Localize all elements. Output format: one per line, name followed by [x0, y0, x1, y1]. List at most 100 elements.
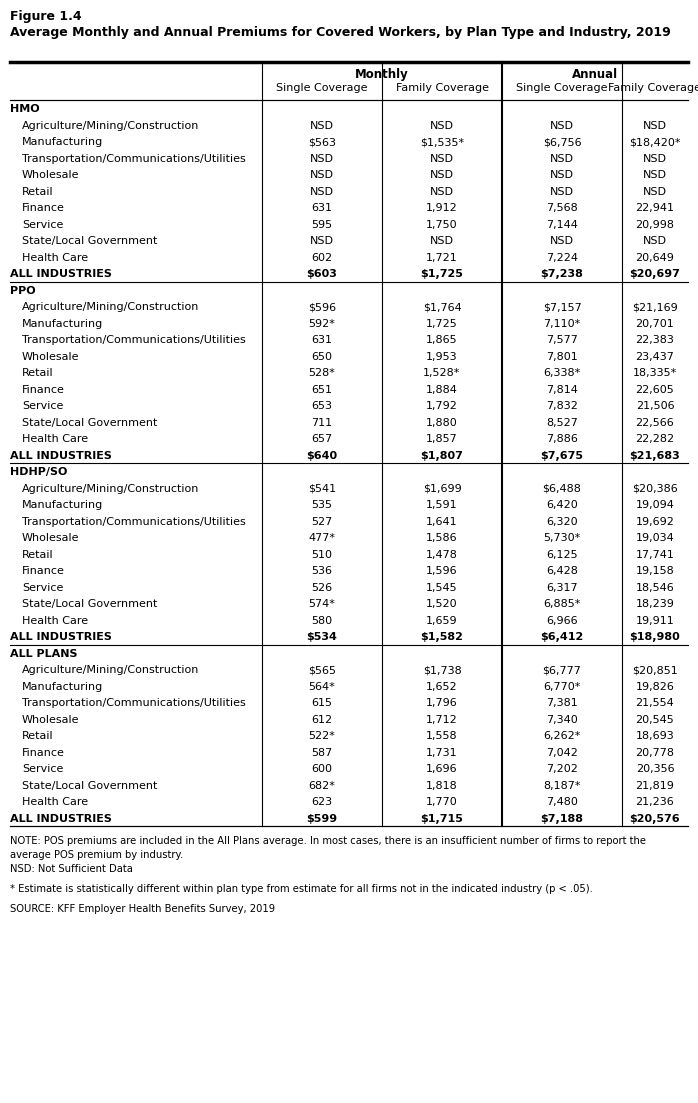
Text: average POS premium by industry.: average POS premium by industry.: [10, 850, 184, 860]
Text: 6,125: 6,125: [547, 549, 578, 559]
Text: 19,826: 19,826: [636, 682, 674, 692]
Text: 7,480: 7,480: [546, 797, 578, 807]
Text: 1,884: 1,884: [426, 385, 458, 395]
Text: 592*: 592*: [309, 319, 336, 329]
Text: $21,169: $21,169: [632, 302, 678, 312]
Text: $18,420*: $18,420*: [630, 137, 681, 147]
Text: 18,546: 18,546: [636, 582, 674, 592]
Text: 19,911: 19,911: [636, 615, 674, 625]
Text: $20,386: $20,386: [632, 483, 678, 493]
Text: 651: 651: [311, 385, 332, 395]
Text: 6,428: 6,428: [546, 566, 578, 576]
Text: 657: 657: [311, 435, 332, 445]
Text: 615: 615: [311, 698, 332, 708]
Text: 21,554: 21,554: [636, 698, 674, 708]
Text: 631: 631: [311, 203, 332, 213]
Text: 1,731: 1,731: [426, 748, 458, 758]
Text: NSD: NSD: [643, 236, 667, 246]
Text: 6,317: 6,317: [547, 582, 578, 592]
Text: 6,770*: 6,770*: [543, 682, 581, 692]
Text: $6,412: $6,412: [540, 632, 584, 642]
Text: 21,506: 21,506: [636, 401, 674, 411]
Text: 477*: 477*: [309, 533, 336, 543]
Text: 510: 510: [311, 549, 332, 559]
Text: 22,566: 22,566: [636, 418, 674, 428]
Text: $1,764: $1,764: [422, 302, 461, 312]
Text: NSD: NSD: [310, 153, 334, 163]
Text: 1,712: 1,712: [426, 715, 458, 725]
Text: SOURCE: KFF Employer Health Benefits Survey, 2019: SOURCE: KFF Employer Health Benefits Sur…: [10, 904, 275, 914]
Text: Annual: Annual: [572, 68, 618, 81]
Text: 7,568: 7,568: [546, 203, 578, 213]
Text: 595: 595: [311, 219, 332, 229]
Text: 536: 536: [311, 566, 332, 576]
Text: Manufacturing: Manufacturing: [22, 500, 103, 510]
Text: NSD: NSD: [430, 186, 454, 196]
Text: Service: Service: [22, 219, 64, 229]
Text: NSD: NSD: [310, 170, 334, 180]
Text: 18,335*: 18,335*: [633, 368, 677, 378]
Text: 7,381: 7,381: [546, 698, 578, 708]
Text: 22,941: 22,941: [635, 203, 674, 213]
Text: NSD: NSD: [550, 236, 574, 246]
Text: 564*: 564*: [309, 682, 335, 692]
Text: 1,818: 1,818: [426, 781, 458, 791]
Text: NSD: NSD: [643, 170, 667, 180]
Text: HDHP/SO: HDHP/SO: [10, 467, 68, 478]
Text: * Estimate is statistically different within plan type from estimate for all fir: * Estimate is statistically different wi…: [10, 884, 593, 895]
Text: Health Care: Health Care: [22, 797, 88, 807]
Text: 6,885*: 6,885*: [543, 599, 581, 609]
Text: 1,792: 1,792: [426, 401, 458, 411]
Text: 580: 580: [311, 615, 332, 625]
Text: Single Coverage: Single Coverage: [276, 83, 368, 93]
Text: Service: Service: [22, 582, 64, 592]
Text: NSD: NSD: [310, 236, 334, 246]
Text: PPO: PPO: [10, 286, 36, 296]
Text: 526: 526: [311, 582, 332, 592]
Text: 602: 602: [311, 253, 332, 263]
Text: Wholesale: Wholesale: [22, 170, 80, 180]
Text: 1,659: 1,659: [426, 615, 458, 625]
Text: 7,042: 7,042: [546, 748, 578, 758]
Text: 1,545: 1,545: [426, 582, 458, 592]
Text: 6,966: 6,966: [547, 615, 578, 625]
Text: NSD: NSD: [643, 153, 667, 163]
Text: Service: Service: [22, 401, 64, 411]
Text: 1,953: 1,953: [426, 352, 458, 362]
Text: 587: 587: [311, 748, 333, 758]
Text: $1,582: $1,582: [421, 632, 463, 642]
Text: HMO: HMO: [10, 104, 40, 114]
Text: 1,478: 1,478: [426, 549, 458, 559]
Text: 20,778: 20,778: [635, 748, 674, 758]
Text: 8,527: 8,527: [546, 418, 578, 428]
Text: Agriculture/Mining/Construction: Agriculture/Mining/Construction: [22, 120, 200, 130]
Text: Retail: Retail: [22, 368, 54, 378]
Text: NSD: NSD: [643, 186, 667, 196]
Text: 574*: 574*: [309, 599, 336, 609]
Text: Transportation/Communications/Utilities: Transportation/Communications/Utilities: [22, 153, 246, 163]
Text: 535: 535: [311, 500, 332, 510]
Text: $1,699: $1,699: [422, 483, 461, 493]
Text: Wholesale: Wholesale: [22, 715, 80, 725]
Text: Figure 1.4: Figure 1.4: [10, 10, 82, 23]
Text: Agriculture/Mining/Construction: Agriculture/Mining/Construction: [22, 483, 200, 493]
Text: Health Care: Health Care: [22, 253, 88, 263]
Text: NSD: NSD: [550, 186, 574, 196]
Text: Average Monthly and Annual Premiums for Covered Workers, by Plan Type and Indust: Average Monthly and Annual Premiums for …: [10, 26, 671, 39]
Text: 600: 600: [311, 764, 332, 774]
Text: Finance: Finance: [22, 748, 65, 758]
Text: 7,577: 7,577: [546, 335, 578, 345]
Text: $541: $541: [308, 483, 336, 493]
Text: $20,697: $20,697: [630, 269, 681, 279]
Text: $6,488: $6,488: [542, 483, 581, 493]
Text: $640: $640: [306, 450, 338, 461]
Text: 18,239: 18,239: [636, 599, 674, 609]
Text: Transportation/Communications/Utilities: Transportation/Communications/Utilities: [22, 698, 246, 708]
Text: State/Local Government: State/Local Government: [22, 418, 157, 428]
Text: Wholesale: Wholesale: [22, 533, 80, 543]
Text: ALL INDUSTRIES: ALL INDUSTRIES: [10, 814, 112, 824]
Text: 6,262*: 6,262*: [543, 731, 581, 741]
Text: Retail: Retail: [22, 186, 54, 196]
Text: Agriculture/Mining/Construction: Agriculture/Mining/Construction: [22, 302, 200, 312]
Text: 19,034: 19,034: [636, 533, 674, 543]
